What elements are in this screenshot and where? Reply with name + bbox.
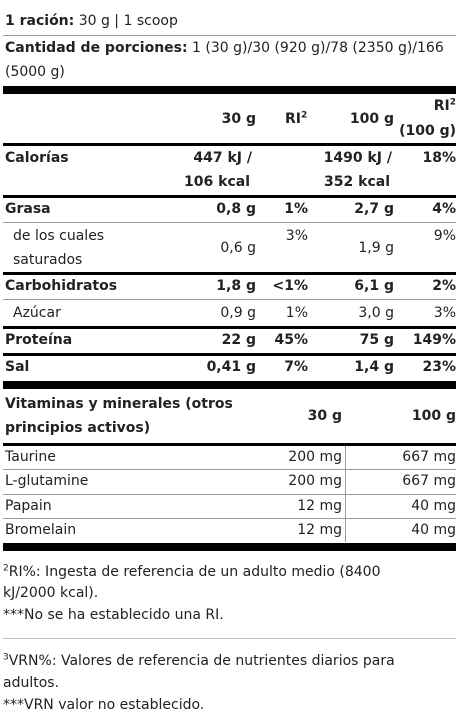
row-rule [3,272,456,275]
vitamin-30: 200 mg [288,473,342,489]
vitamins-header-cont: principios activos) [5,420,151,436]
header-rule [3,143,456,146]
vitamin-name: Taurine [5,449,56,465]
calories-kj-30: 447 kJ / [193,150,252,166]
row-rule [3,353,456,356]
calories-kcal-30: 106 kcal [184,174,250,190]
carbs-30: 1,8 g [216,278,256,294]
thick-rule [3,86,456,94]
col-ri-100-unit: (100 g) [399,123,456,139]
sat-ri-100: 9% [433,228,456,244]
salt-ri-30: 7% [284,359,308,375]
footnote-ri-none: ***No se ha establecido una RI. [3,607,224,623]
row-name: Grasa [5,201,51,217]
row-name: Azúcar [13,305,61,321]
col-ri-100: RI2 [433,97,456,114]
header-rule [3,443,456,446]
vitamin-name: L-glutamine [5,473,89,489]
divider [3,35,456,36]
sat-30: 0,6 g [220,240,256,256]
row-name: Carbohidratos [5,278,118,294]
footnote-divider [3,638,456,639]
calories-ri-100: 18% [422,150,456,166]
footnote-vrn-none: ***VRN valor no establecido. [3,697,205,713]
sugar-ri-100: 3% [433,305,456,321]
thick-rule [3,381,456,389]
vitamin-30: 12 mg [297,498,342,514]
carbs-ri-30: <1% [272,278,309,294]
thick-rule [3,543,456,551]
footnote-vrn: 3VRN%: Valores de referencia de nutrient… [3,652,395,669]
row-rule [3,195,456,198]
row-rule [3,518,456,519]
fat-30: 0,8 g [216,201,256,217]
sat-100: 1,9 g [358,240,394,256]
row-rule [3,469,456,470]
fat-ri-30: 1% [284,201,308,217]
vitamin-30: 200 mg [288,449,342,465]
row-name: de los cuales [13,228,105,244]
carbs-100: 6,1 g [354,278,394,294]
vitamin-30: 12 mg [297,522,342,538]
row-name-cont: saturados [13,252,83,268]
footnote-ri-cont: kJ/2000 kcal). [3,585,99,601]
portions-value-cont: (5000 g) [5,64,65,80]
sugar-ri-30: 1% [285,305,308,321]
serving-label: 1 ración: [5,13,75,29]
protein-ri-100: 149% [412,332,456,348]
vitamins-col-100g: 100 g [411,408,456,424]
vitamin-name: Papain [5,498,52,514]
col-30g: 30 g [221,111,256,127]
vitamin-100: 667 mg [402,449,456,465]
portions-label: Cantidad de porciones: [5,40,188,56]
footnote-vrn-cont: adultos. [3,675,60,691]
vitamin-100: 667 mg [402,473,456,489]
portions-value: 1 (30 g)/30 (920 g)/78 (2350 g)/166 [187,40,444,56]
vitamins-header: Vitaminas y minerales (otros [5,396,233,412]
serving-size: 1 ración: 30 g | 1 scoop [5,10,178,33]
salt-100: 1,4 g [354,359,394,375]
calories-kcal-100: 352 kcal [324,174,390,190]
protein-ri-30: 45% [274,332,308,348]
col-100g: 100 g [349,111,394,127]
carbs-ri-100: 2% [432,278,456,294]
sat-ri-30: 3% [285,228,308,244]
protein-30: 22 g [221,332,256,348]
serving-value: 30 g | 1 scoop [74,13,178,29]
calories-kj-100: 1490 kJ / [323,150,392,166]
salt-ri-100: 23% [422,359,456,375]
col-ri-30: RI2 [285,110,308,127]
vitamin-100: 40 mg [411,498,456,514]
row-rule [3,326,456,329]
vitamin-100: 40 mg [411,522,456,538]
row-name: Calorías [5,150,69,166]
portions: Cantidad de porciones: 1 (30 g)/30 (920 … [5,37,444,60]
vitamin-name: Bromelain [5,522,77,538]
row-rule [3,222,456,223]
fat-100: 2,7 g [354,201,394,217]
protein-100: 75 g [359,332,394,348]
row-name: Proteína [5,332,73,348]
row-rule [3,299,456,300]
sugar-30: 0,9 g [220,305,256,321]
salt-30: 0,41 g [206,359,256,375]
sugar-100: 3,0 g [358,305,394,321]
footnote-ri: 2RI%: Ingesta de referencia de un adulto… [3,563,381,580]
row-name: Sal [5,359,30,375]
fat-ri-100: 4% [432,201,456,217]
vitamins-col-30g: 30 g [307,408,342,424]
row-rule [3,494,456,495]
